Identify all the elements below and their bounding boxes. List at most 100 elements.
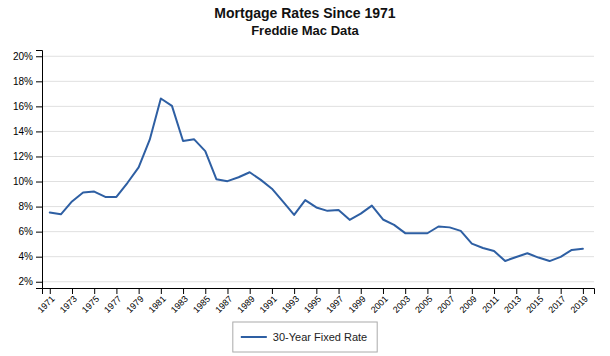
y-tick-label: 8%: [19, 201, 34, 212]
y-tick-label: 12%: [13, 151, 33, 162]
legend-frame: [233, 322, 377, 352]
x-tick: 1989: [235, 288, 256, 315]
y-tick: 2%: [19, 276, 42, 287]
x-tick: 1983: [169, 288, 190, 315]
x-tick-label: 1985: [191, 294, 212, 315]
y-tick: 12%: [13, 151, 42, 162]
x-tick: 1997: [324, 288, 345, 315]
x-tick: 1973: [58, 288, 79, 315]
plot-area: 1971197319751977197919811983198519871989…: [13, 51, 595, 316]
x-tick: 1981: [147, 288, 168, 315]
x-tick-label: 1989: [235, 294, 256, 315]
x-tick-mark: [227, 288, 228, 294]
y-tick-mark: [36, 106, 42, 107]
x-tick: 1993: [280, 288, 301, 315]
grid-line: [42, 231, 594, 232]
subtitle: Freddie Mac Data: [251, 23, 359, 38]
y-tick-mark: [36, 232, 42, 233]
x-tick-label: 1975: [80, 294, 101, 315]
y-tick-mark: [36, 257, 42, 258]
x-tick-mark: [472, 288, 473, 294]
x-tick-label: 1981: [147, 294, 168, 315]
title: Mortgage Rates Since 1971: [214, 5, 396, 21]
y-tick-label: 10%: [13, 176, 33, 187]
grid-line: [42, 181, 594, 182]
x-axis-line: [43, 289, 595, 295]
chart: Mortgage Rates Since 1971 Freddie Mac Dat…: [0, 0, 610, 356]
y-axis: 2%4%6%8%10%12%14%16%18%20%: [13, 51, 43, 289]
x-tick-label: 2009: [458, 294, 479, 315]
grid-line: [42, 56, 594, 57]
grid-line: [42, 81, 594, 82]
grid-line: [42, 131, 594, 132]
x-tick: 2003: [391, 288, 412, 315]
y-tick-label: 2%: [19, 276, 34, 287]
x-tick-label: 2001: [369, 294, 390, 315]
x-tick-label: 1997: [324, 294, 345, 315]
x-tick: 1999: [347, 288, 368, 315]
x-tick-label: 2017: [546, 294, 567, 315]
legend-item: 30-Year Fixed Rate: [241, 331, 367, 343]
x-tick-mark: [50, 288, 51, 294]
legend-swatch: [241, 336, 267, 338]
grid-line: [42, 106, 594, 107]
x-tick: 1977: [102, 288, 123, 315]
y-tick: 4%: [19, 251, 42, 262]
x-tick-label: 1999: [347, 294, 368, 315]
x-tick: 1991: [258, 288, 279, 315]
x-tick-mark: [161, 288, 162, 294]
y-tick-mark: [36, 56, 42, 57]
line: [50, 98, 583, 261]
x-tick-label: 2005: [413, 294, 434, 315]
x-tick: 2009: [458, 288, 479, 315]
x-tick-mark: [183, 288, 184, 294]
x-tick-mark: [139, 288, 140, 294]
x-tick-mark: [316, 288, 317, 294]
x-tick-mark: [405, 288, 406, 294]
x-tick-mark: [516, 288, 517, 294]
x-tick-label: 1983: [169, 294, 190, 315]
x-tick-label: 1973: [58, 294, 79, 315]
x-tick-mark: [250, 288, 251, 294]
legend-label: 30-Year Fixed Rate: [273, 331, 367, 343]
x-tick-mark: [383, 288, 384, 294]
grid-line: [42, 256, 594, 257]
grid: [42, 56, 594, 281]
grid-line: [42, 156, 594, 157]
y-tick-mark: [36, 81, 42, 82]
y-tick: 8%: [19, 201, 42, 212]
x-tick: 2005: [413, 288, 434, 315]
x-tick: 1975: [80, 288, 101, 315]
x-tick: 2001: [369, 288, 390, 315]
x-tick-mark: [361, 288, 362, 294]
x-tick-mark: [72, 288, 73, 294]
y-tick-mark: [36, 182, 42, 183]
y-tick-mark: [36, 156, 42, 157]
x-tick-label: 1993: [280, 294, 301, 315]
y-tick: 10%: [13, 176, 42, 187]
x-tick-mark: [561, 288, 562, 294]
x-tick-mark: [116, 288, 117, 294]
grid-line: [42, 281, 594, 282]
x-tick-label: 2003: [391, 294, 412, 315]
x-tick: 1995: [302, 288, 323, 315]
x-tick-label: 2011: [480, 294, 501, 315]
x-tick-mark: [538, 288, 539, 294]
y-tick-label: 18%: [13, 76, 33, 87]
y-tick: 14%: [13, 126, 42, 137]
y-tick: 18%: [13, 76, 42, 87]
x-tick-mark: [583, 288, 584, 294]
x-tick: 2011: [480, 288, 501, 315]
y-tick-mark: [36, 131, 42, 132]
y-tick: 20%: [13, 51, 42, 62]
x-tick-mark: [427, 288, 428, 294]
x-tick-mark: [205, 288, 206, 294]
x-tick-label: 1977: [102, 294, 123, 315]
x-tick-label: 1995: [302, 294, 323, 315]
x-tick-mark: [94, 288, 95, 294]
x-tick-label: 1987: [213, 294, 234, 315]
x-tick-label: 2007: [435, 294, 456, 315]
legend: 30-Year Fixed Rate: [233, 322, 377, 352]
y-tick-label: 6%: [19, 226, 34, 237]
x-tick-label: 2015: [524, 294, 545, 315]
